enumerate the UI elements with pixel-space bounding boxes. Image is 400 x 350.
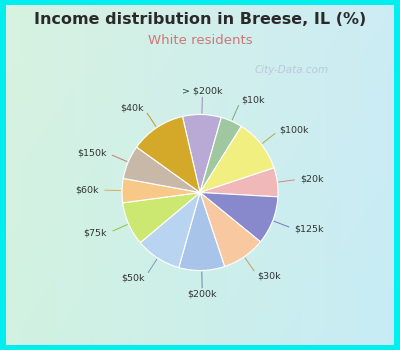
Wedge shape bbox=[123, 147, 200, 193]
Text: Income distribution in Breese, IL (%): Income distribution in Breese, IL (%) bbox=[34, 12, 366, 27]
Text: $125k: $125k bbox=[294, 225, 324, 234]
Text: $150k: $150k bbox=[77, 148, 107, 158]
Text: $10k: $10k bbox=[241, 95, 264, 104]
Text: $50k: $50k bbox=[122, 273, 145, 282]
Text: $20k: $20k bbox=[300, 175, 324, 184]
Wedge shape bbox=[140, 193, 200, 267]
Wedge shape bbox=[123, 193, 200, 243]
Wedge shape bbox=[136, 117, 200, 192]
Text: $40k: $40k bbox=[120, 104, 144, 113]
Text: $100k: $100k bbox=[280, 125, 309, 134]
Text: $30k: $30k bbox=[258, 272, 281, 280]
Text: White residents: White residents bbox=[148, 34, 252, 47]
Wedge shape bbox=[200, 126, 274, 192]
Wedge shape bbox=[200, 193, 260, 266]
Wedge shape bbox=[200, 118, 241, 192]
Text: $200k: $200k bbox=[188, 289, 217, 298]
Wedge shape bbox=[182, 114, 221, 192]
Wedge shape bbox=[179, 193, 225, 271]
Text: $60k: $60k bbox=[75, 186, 99, 195]
Text: > $200k: > $200k bbox=[182, 87, 223, 96]
Text: City-Data.com: City-Data.com bbox=[255, 65, 329, 75]
Wedge shape bbox=[200, 193, 278, 242]
Text: $75k: $75k bbox=[84, 229, 107, 238]
Wedge shape bbox=[122, 178, 200, 203]
Wedge shape bbox=[200, 168, 278, 197]
